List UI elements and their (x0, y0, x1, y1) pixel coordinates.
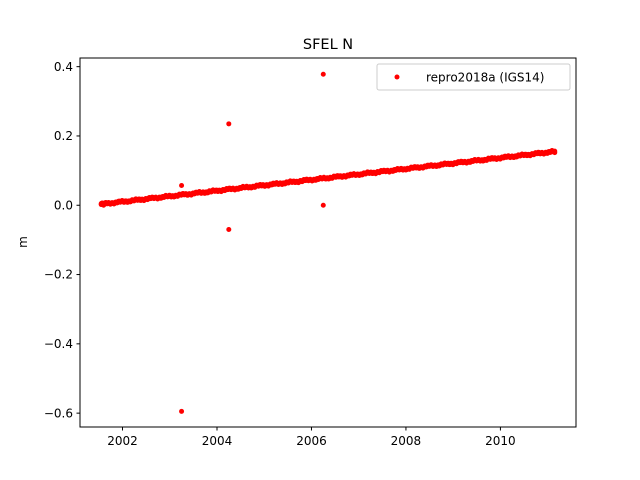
data-point (108, 201, 114, 207)
legend-marker (394, 74, 400, 80)
legend: repro2018a (IGS14) (376, 63, 571, 91)
data-point (122, 198, 128, 204)
y-axis-ticks: −0.6 −0.4 −0.2 0.0 0.2 0.4 (44, 60, 80, 420)
y-axis-label: m (16, 236, 30, 248)
data-point (112, 199, 118, 205)
data-point (179, 183, 185, 188)
y-tick-label: −0.6 (44, 406, 73, 420)
data-point (320, 202, 326, 208)
legend-label: repro2018a (IGS14) (426, 70, 544, 84)
x-tick-label: 2006 (296, 434, 327, 448)
y-tick-label: 0.2 (54, 129, 73, 143)
x-tick-label: 2010 (485, 434, 516, 448)
y-tick-label: −0.2 (44, 268, 73, 282)
data-point (117, 199, 123, 205)
y-tick-label: 0.4 (54, 60, 73, 74)
x-tick-label: 2004 (202, 434, 233, 448)
data-point (179, 408, 185, 414)
data-point (226, 121, 232, 127)
y-tick-label: −0.4 (44, 337, 73, 351)
data-point (226, 227, 232, 233)
chart-title: SFEL N (303, 37, 353, 53)
data-point (552, 150, 558, 156)
data-point (320, 71, 326, 77)
x-tick-label: 2002 (107, 434, 138, 448)
data-point (101, 202, 107, 208)
x-axis-ticks: 2002 2004 2006 2008 2010 (107, 427, 516, 448)
legend-box (376, 63, 571, 91)
y-tick-label: 0.0 (54, 198, 73, 212)
plot-frame (79, 57, 577, 428)
data-points (98, 71, 558, 414)
x-tick-label: 2008 (391, 434, 422, 448)
